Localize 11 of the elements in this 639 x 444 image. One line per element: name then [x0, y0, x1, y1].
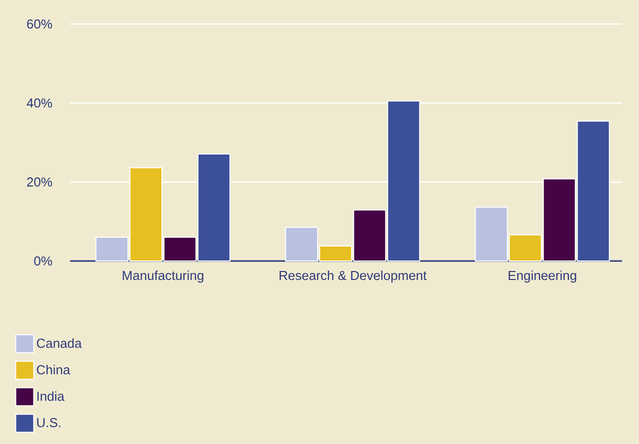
y-tick-label: 0% [34, 256, 52, 266]
y-tick-label: 20% [27, 177, 52, 187]
legend-label: U.S. [37, 418, 60, 428]
y-tick-label: 40% [26, 98, 52, 108]
legend-label: Canada [36, 338, 82, 348]
y-tick-label: 60% [27, 19, 52, 29]
legend-label: India [37, 391, 64, 401]
x-tick-label: Research & Development [280, 270, 427, 283]
x-tick-label: Engineering [508, 270, 576, 283]
legend-label: China [36, 364, 70, 374]
x-tick-label: Manufacturing [122, 270, 204, 283]
